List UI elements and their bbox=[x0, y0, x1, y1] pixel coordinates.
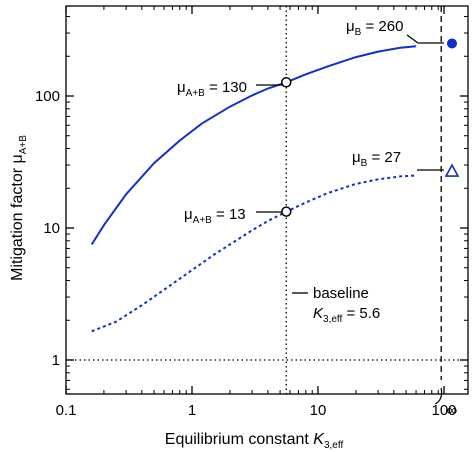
svg-text:μB = 260: μB = 260 bbox=[346, 18, 403, 38]
x-axis-label-main: Equilibrium constant bbox=[165, 431, 314, 448]
annotation-mu-ab-130-sub: A+B bbox=[186, 88, 206, 99]
svg-text:K3,eff = 5.6: K3,eff = 5.6 bbox=[313, 305, 380, 325]
annotation-mu-b-260-leader bbox=[406, 34, 419, 44]
x-axis-label-sub: 3,eff bbox=[324, 440, 343, 451]
y-axis-label-main: Mitigation factor μ bbox=[9, 154, 26, 281]
annotation-mu-ab-13-sub: A+B bbox=[193, 215, 213, 226]
annotation-mu-ab-130-value: = 130 bbox=[205, 79, 247, 96]
y-tick-label: 100 bbox=[35, 88, 60, 105]
series-line-2 bbox=[91, 174, 417, 333]
annotation-mu-ab-13-value: = 13 bbox=[212, 206, 246, 223]
plot-frame bbox=[65, 5, 469, 395]
annotation-mu-ab-130: μA+B = 130 bbox=[177, 79, 283, 99]
annotation-mu-b-27-value: = 27 bbox=[367, 149, 401, 166]
annotation-mu-b-27-symbol: μ bbox=[352, 149, 361, 166]
y-axis-label-sub: A+B bbox=[18, 135, 29, 155]
baseline-k-value: = 5.6 bbox=[342, 305, 380, 322]
tick-layer: 0.1 1 10 100 1 10 100 bbox=[35, 6, 468, 419]
x-tick-label: 10 bbox=[310, 402, 327, 419]
annotation-mu-b-260-value: = 260 bbox=[361, 18, 403, 35]
y-tick-label: 10 bbox=[43, 220, 60, 237]
baseline-label: baseline bbox=[313, 285, 369, 302]
annotation-mu-b-260-sub: B bbox=[355, 27, 362, 38]
marker-open-circle-2 bbox=[281, 206, 292, 217]
infinity-marker-filled-circle bbox=[447, 38, 457, 49]
y-tick-label: 1 bbox=[52, 352, 60, 369]
x-tick-label-infinity: ∞ bbox=[447, 402, 458, 419]
x-axis-label: Equilibrium constant K3,eff bbox=[165, 431, 344, 451]
series-line-1 bbox=[90, 45, 417, 246]
svg-text:μA+B = 130: μA+B = 130 bbox=[177, 79, 247, 99]
y-axis-label: Mitigation factor μA+B bbox=[9, 135, 29, 281]
x-tick-label: 1 bbox=[188, 402, 196, 419]
baseline-k-sub: 3,eff bbox=[323, 314, 342, 325]
annotation-mu-b-27: μB = 27 bbox=[352, 149, 444, 171]
axis-break-mark bbox=[434, 387, 443, 405]
plot-layer bbox=[65, 5, 469, 405]
x-tick-label: 100 bbox=[431, 402, 456, 419]
mark-layer bbox=[90, 38, 460, 333]
svg-text:μB = 27: μB = 27 bbox=[352, 149, 401, 169]
annotation-mu-b-27-sub: B bbox=[361, 158, 368, 169]
x-axis-label-var: K bbox=[313, 431, 325, 448]
annotation-mu-ab-130-symbol: μ bbox=[177, 79, 186, 96]
annotation-mu-b-260-symbol: μ bbox=[346, 18, 355, 35]
x-tick-label: 0.1 bbox=[56, 402, 77, 419]
annotation-mu-b-260: μB = 260 bbox=[346, 18, 444, 44]
annotation-mu-ab-13-symbol: μ bbox=[184, 206, 193, 223]
baseline-k-var: K bbox=[313, 305, 324, 322]
infinity-marker-open-triangle bbox=[444, 163, 460, 177]
annotation-mu-ab-13: μA+B = 13 bbox=[184, 206, 282, 226]
annotation-baseline: baseline K3,eff = 5.6 bbox=[292, 285, 380, 325]
marker-open-circle-1 bbox=[281, 77, 292, 88]
svg-text:μA+B = 13: μA+B = 13 bbox=[184, 206, 246, 226]
